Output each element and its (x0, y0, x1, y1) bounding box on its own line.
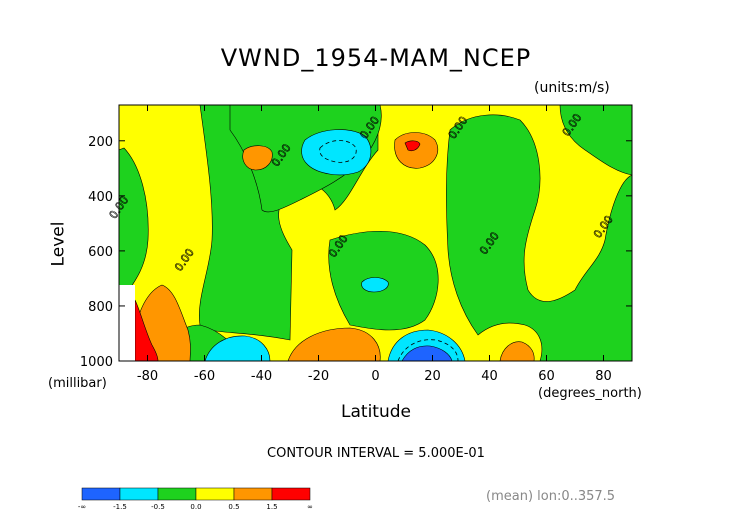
x-tick-label: -40 (251, 369, 272, 384)
fill-blue-bottom-center (401, 345, 453, 361)
colorbar-swatch (195, 487, 235, 501)
colorbar-swatch (119, 487, 159, 501)
colorbar-swatch (157, 487, 197, 501)
colorbar: -∞ -1.5 -0.5 0.0 0.5 1.5 ∞ (78, 487, 313, 511)
colorbar-label: -1.5 (113, 503, 127, 511)
x-tick-label: 80 (595, 369, 612, 384)
colorbar-label: -∞ (78, 503, 86, 511)
contour-fill-layer (119, 105, 632, 361)
y-tick-label: 400 (88, 190, 113, 205)
y-tick-label: 1000 (80, 355, 113, 370)
fill-cyan-small (361, 277, 389, 293)
fill-white-missing-corner (119, 285, 135, 361)
fill-orange-upper-center (394, 132, 439, 169)
fill-orange-bottom-right (499, 341, 535, 361)
fill-green-arctic (559, 105, 632, 176)
x-tick-label: -20 (308, 369, 329, 384)
x-axis-label: Latitude (341, 402, 411, 422)
fill-orange-upper-left (242, 145, 273, 171)
colorbar-label: -0.5 (151, 503, 165, 511)
colorbar-label: 1.5 (266, 503, 277, 511)
contour-interval-note: CONTOUR INTERVAL = 5.000E-01 (267, 446, 485, 461)
y-tick-label: 200 (88, 135, 113, 150)
fill-red-lower-left (134, 299, 159, 361)
y-ticks: 200 400 600 800 1000 (80, 135, 632, 370)
fill-cyan-upper-center (301, 129, 372, 176)
colorbar-label: 0.5 (228, 503, 239, 511)
x-ticks: -80 -60 -40 -20 0 20 40 60 80 (137, 105, 612, 384)
chart-title: VWND_1954-MAM_NCEP (220, 44, 532, 72)
fill-green-northern-column (446, 114, 632, 361)
x-tick-label: 60 (538, 369, 555, 384)
y-axis-unit: (millibar) (48, 376, 107, 391)
colorbar-swatch (271, 487, 311, 501)
colorbar-label: 0.0 (190, 503, 201, 511)
dashed-contour-upper (319, 140, 357, 163)
x-tick-label: -80 (137, 369, 158, 384)
fill-cyan-bottom-left (204, 335, 271, 361)
fill-orange-bottom-center (287, 327, 381, 361)
colorbar-swatch (81, 487, 121, 501)
units-label: (units:m/s) (534, 80, 610, 96)
fill-red-upper-center (404, 140, 421, 152)
y-tick-label: 600 (88, 245, 113, 260)
dashed-contours (319, 140, 459, 361)
x-tick-label: 0 (371, 369, 379, 384)
x-axis-unit: (degrees_north) (538, 386, 642, 401)
colorbar-label: ∞ (307, 503, 313, 511)
x-tick-label: 40 (481, 369, 498, 384)
x-tick-label: -60 (194, 369, 215, 384)
dashed-contour-lower (397, 339, 459, 361)
colorbar-swatch (233, 487, 273, 501)
y-tick-label: 800 (88, 300, 113, 315)
mean-longitude-note: (mean) lon:0..357.5 (486, 489, 616, 504)
x-tick-label: 20 (424, 369, 441, 384)
